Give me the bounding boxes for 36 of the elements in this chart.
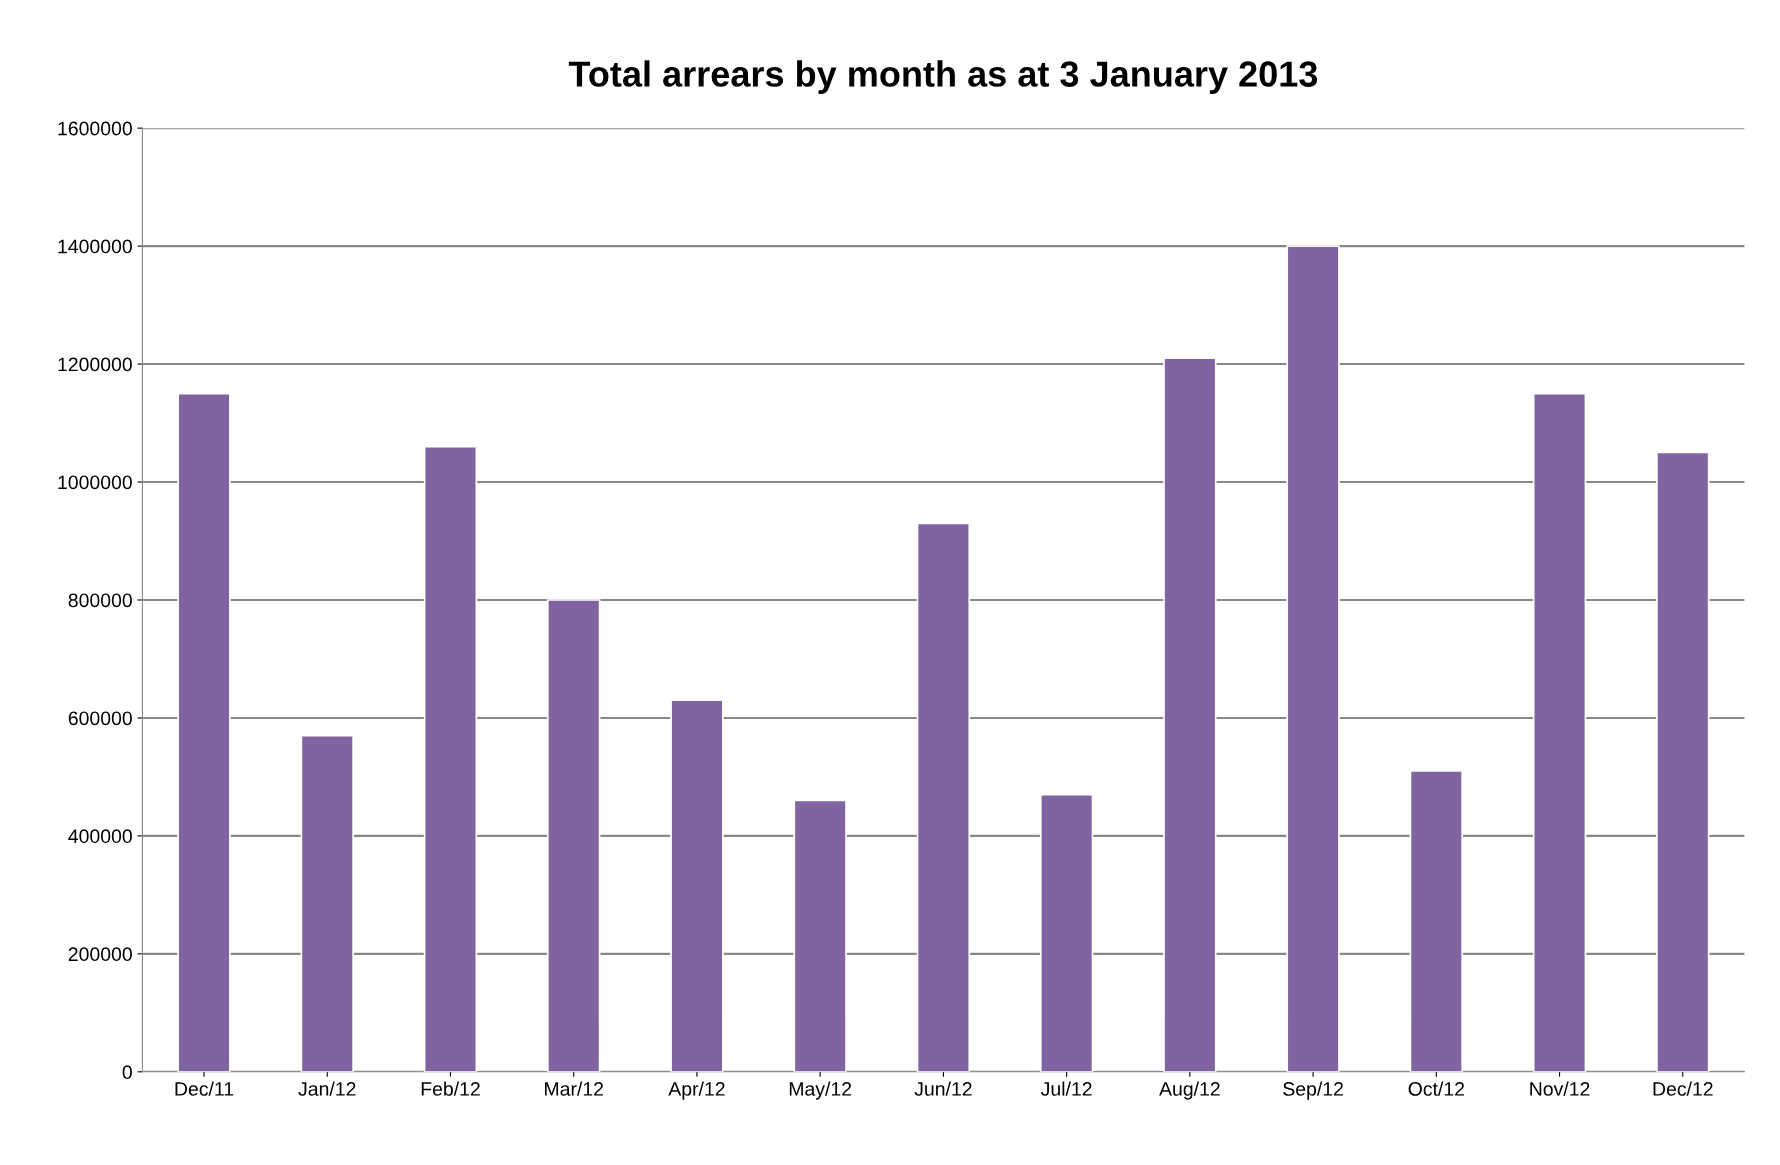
x-tick-label: Aug/12 [1159, 1081, 1220, 1100]
y-tick-label: 1000000 [58, 475, 132, 490]
y-tick-label: 1600000 [58, 121, 132, 136]
bar [670, 699, 724, 1072]
bar [546, 599, 601, 1072]
chart-title: Total arrears by month as at 3 January 2013 [568, 60, 1318, 94]
y-tick-label: 1200000 [58, 357, 132, 372]
bar [1039, 793, 1094, 1072]
x-tick-label: Nov/12 [1530, 1081, 1590, 1096]
y-tick-label: 1400000 [58, 239, 132, 254]
bar [1286, 245, 1340, 1072]
x-tick-label: Dec/12 [1653, 1081, 1713, 1096]
x-tick-label: Feb/12 [421, 1081, 480, 1096]
bar [793, 799, 847, 1072]
bar [916, 522, 971, 1072]
x-tick-label: Oct/12 [1408, 1081, 1464, 1096]
y-tick-label: 600000 [68, 711, 132, 726]
bar [1656, 451, 1710, 1072]
x-tick-label: Mar/12 [545, 1081, 603, 1096]
y-tick-label: 200000 [68, 947, 132, 962]
x-tick-label: Jun/12 [914, 1081, 972, 1096]
y-tick-label: 400000 [68, 829, 132, 844]
y-tick-label: 0 [122, 1065, 132, 1080]
x-tick-label: Sep/12 [1283, 1081, 1343, 1100]
bar [300, 734, 354, 1072]
bar [423, 445, 478, 1072]
bar [177, 392, 231, 1072]
x-tick-label: Apr/12 [668, 1081, 725, 1100]
x-tick-label: Jul/12 [1040, 1081, 1092, 1096]
x-tick-label: May/12 [789, 1081, 852, 1100]
bar [1532, 392, 1587, 1072]
bar [1163, 357, 1217, 1072]
bar [1409, 770, 1464, 1072]
x-tick-label: Jan/12 [298, 1081, 356, 1096]
x-tick-label: Dec/11 [175, 1081, 234, 1096]
y-tick-label: 800000 [68, 593, 132, 608]
